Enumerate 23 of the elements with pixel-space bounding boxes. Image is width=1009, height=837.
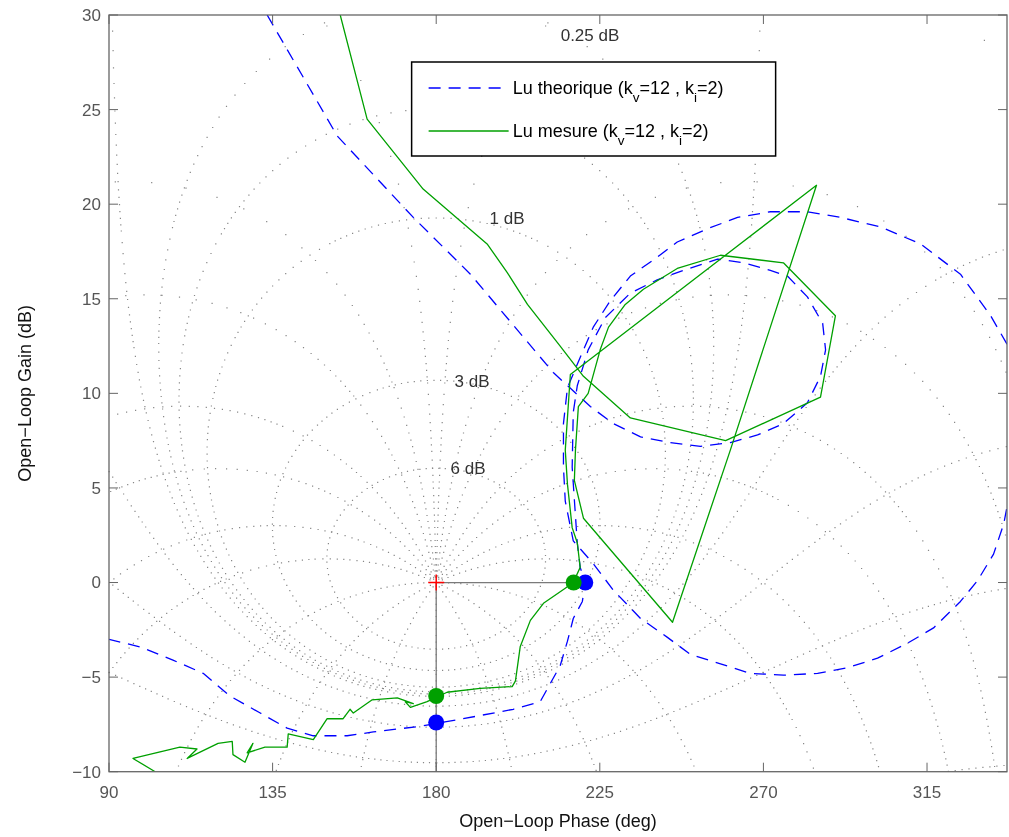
x-tick-label: 270	[749, 782, 778, 802]
x-tick-label: 315	[912, 782, 942, 802]
legend-label: Lu theorique (k$_{v}$=12 , k$_{i}$=2)	[512, 78, 724, 105]
y-tick-label: 30	[82, 5, 101, 25]
x-axis-title: Open−Loop Phase (deg)	[459, 810, 657, 831]
y-tick-label: −10	[72, 762, 101, 782]
x-tick-label: 135	[258, 782, 287, 802]
x-tick-label: 225	[585, 782, 614, 802]
annotation: 6 dB	[450, 458, 486, 478]
y-tick-label: 5	[91, 478, 101, 498]
y-tick-label: 10	[82, 384, 101, 404]
annotation: 1 dB	[489, 208, 525, 228]
y-tick-label: 25	[82, 100, 101, 120]
y-tick-label: 0	[91, 573, 101, 593]
annotation: 0.25 dB	[560, 25, 620, 45]
x-tick-label: 180	[422, 782, 451, 802]
y-axis-title: Open−Loop Gain (dB)	[15, 305, 35, 482]
y-tick-label: 15	[82, 289, 101, 309]
y-tick-label: −5	[81, 668, 101, 688]
x-tick-label: 90	[99, 782, 119, 802]
y-tick-label: 20	[82, 195, 101, 215]
annotation: 3 dB	[454, 371, 490, 391]
legend-label: Lu mesure (k$_{v}$=12 , k$_{i}$=2)	[512, 121, 709, 148]
